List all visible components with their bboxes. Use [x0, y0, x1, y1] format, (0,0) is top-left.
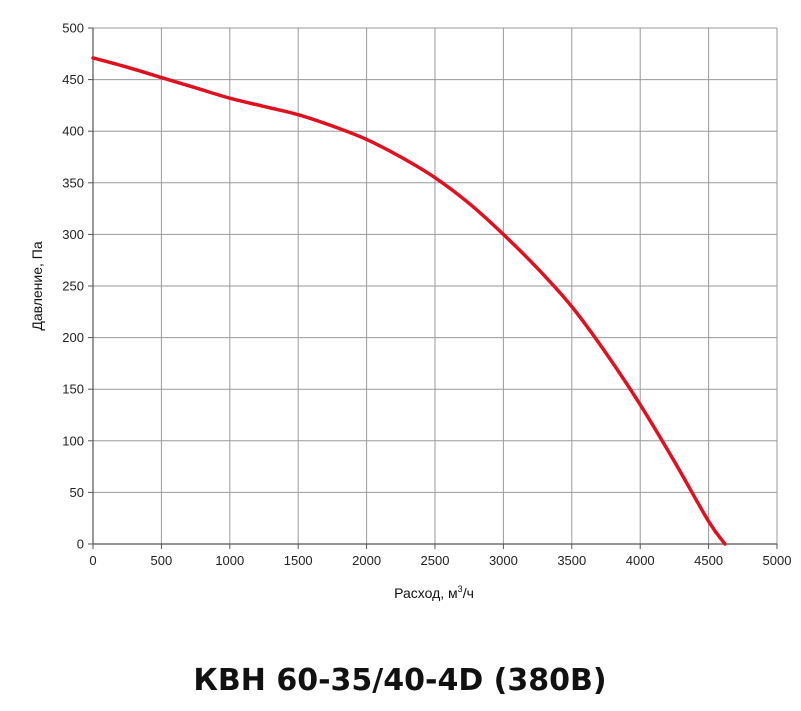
- grid: [92, 27, 778, 545]
- x-tick-label: 2000: [352, 553, 381, 568]
- y-tick-label: 250: [62, 279, 84, 294]
- axes: [88, 27, 778, 549]
- x-tick-label: 5000: [763, 553, 792, 568]
- series-lines: [91, 56, 727, 546]
- x-axis-title: Расход, м3/ч: [394, 584, 474, 601]
- x-tick-label: 3000: [489, 553, 518, 568]
- x-tick-label: 1000: [215, 553, 244, 568]
- y-tick-label: 200: [62, 330, 84, 345]
- x-tick-label: 1500: [284, 553, 313, 568]
- x-axis-title-suffix: /ч: [463, 585, 474, 601]
- x-tick-label: 2500: [421, 553, 450, 568]
- x-tick-label: 3500: [557, 553, 586, 568]
- y-tick-label: 400: [62, 124, 84, 139]
- chart-title: КВН 60-35/40-4D (380В): [193, 663, 606, 698]
- y-axis-title: Давление, Па: [29, 241, 45, 331]
- x-tick-label: 0: [89, 553, 96, 568]
- x-tick-label: 500: [151, 553, 173, 568]
- y-tick-label: 150: [62, 382, 84, 397]
- y-tick-label: 500: [62, 21, 84, 36]
- y-tick-label: 300: [62, 227, 84, 242]
- y-tick-label: 100: [62, 433, 84, 448]
- y-tick-label: 350: [62, 175, 84, 190]
- y-tick-label: 450: [62, 72, 84, 87]
- y-tick-label: 0: [77, 537, 84, 552]
- x-axis-title-superscript: 3: [458, 584, 463, 594]
- x-tick-label: 4000: [626, 553, 655, 568]
- x-tick-label: 4500: [694, 553, 723, 568]
- tick-labels: 0 500 1000 1500 2000 2500 3000 3500 4000 4500 5000…: [62, 21, 791, 569]
- series-line: [91, 56, 727, 546]
- y-tick-label: 50: [70, 485, 84, 500]
